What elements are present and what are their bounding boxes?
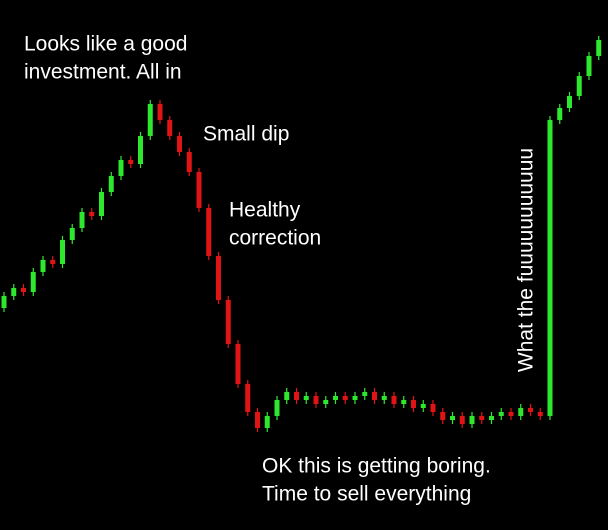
- candle-body: [235, 344, 241, 384]
- candle-body: [294, 392, 299, 400]
- annotation: Healthy: [229, 199, 301, 222]
- annotation: Time to sell everything: [262, 483, 471, 506]
- candle-body: [196, 172, 202, 208]
- candle-body: [459, 416, 465, 424]
- candle-body: [430, 404, 436, 412]
- candle-body: [557, 108, 563, 120]
- candle-body: [333, 396, 338, 400]
- candle-body: [420, 404, 426, 408]
- annotation: What the fuuuuuuuuuuu: [515, 148, 538, 372]
- annotation: Looks like a good: [24, 33, 187, 56]
- candle-body: [450, 416, 455, 420]
- candle-body: [147, 104, 153, 136]
- candle-body: [303, 396, 309, 400]
- candle-body: [576, 76, 582, 96]
- candle-body: [284, 392, 290, 400]
- candle-body: [586, 56, 592, 76]
- candle-body: [69, 228, 75, 240]
- candle-body: [352, 396, 358, 400]
- candle-body: [138, 136, 143, 164]
- candle-body: [216, 256, 221, 300]
- candle-body: [440, 412, 446, 420]
- candle-body: [79, 212, 85, 228]
- candle-body: [391, 396, 397, 404]
- candle-body: [157, 104, 163, 120]
- annotation: Small dip: [203, 123, 289, 146]
- candle-body: [167, 120, 173, 136]
- candle-body: [567, 96, 572, 108]
- candle-body: [411, 400, 416, 408]
- candle-body: [186, 152, 192, 172]
- candle-body: [381, 396, 387, 400]
- candle-body: [245, 384, 251, 412]
- candle-body: [118, 160, 124, 176]
- candle-body: [479, 416, 485, 420]
- annotation: OK this is getting boring.: [262, 455, 491, 478]
- candle-body: [30, 272, 36, 292]
- candle-body: [225, 300, 231, 344]
- candle-body: [313, 396, 319, 404]
- candle-body: [11, 288, 17, 296]
- candle-body: [537, 412, 543, 416]
- candle-body: [177, 136, 182, 152]
- candle-body: [40, 260, 46, 272]
- candle-body: [469, 416, 475, 424]
- candle-body: [206, 208, 212, 256]
- candle-body: [372, 392, 377, 400]
- candle-body: [50, 260, 56, 264]
- candle-body: [89, 212, 95, 216]
- annotation: investment. All in: [24, 61, 182, 84]
- candle-body: [508, 412, 514, 416]
- candle-body: [528, 408, 533, 412]
- candle-body: [128, 160, 134, 164]
- candle-body: [518, 408, 524, 416]
- candle-body: [21, 288, 26, 292]
- candle-body: [274, 400, 280, 416]
- candle-body: [489, 416, 494, 420]
- candle-body: [498, 412, 504, 416]
- candle-body: [108, 176, 114, 192]
- candle-body: [264, 416, 270, 428]
- candle-body: [596, 40, 602, 56]
- candle-body: [362, 392, 368, 396]
- candle-body: [401, 400, 407, 404]
- candle-body: [99, 192, 104, 216]
- candle-body: [342, 396, 348, 400]
- candle-body: [1, 296, 7, 308]
- candle-body: [547, 120, 553, 416]
- candle-body: [323, 400, 329, 404]
- candle-body: [60, 240, 65, 264]
- annotation: correction: [229, 227, 321, 250]
- candle-body: [255, 412, 260, 428]
